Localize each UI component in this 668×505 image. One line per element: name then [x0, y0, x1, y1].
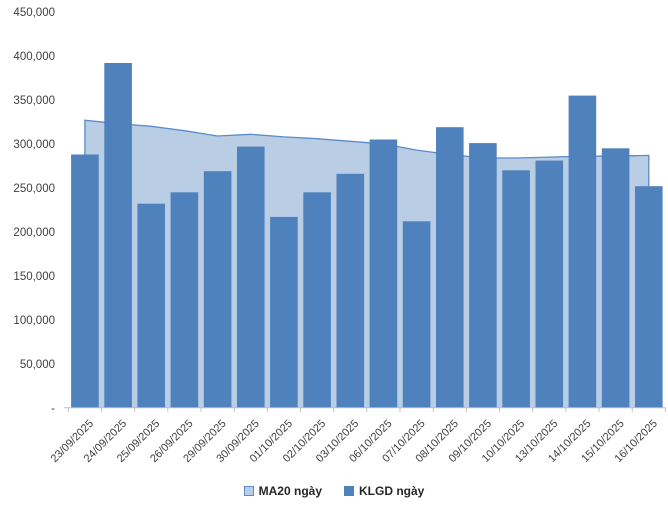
volume-bar — [469, 143, 497, 408]
legend-item-klgd: KLGD ngày — [344, 484, 424, 498]
volume-bar — [601, 148, 630, 408]
x-axis-labels: 23/09/202524/09/202525/09/202526/09/2025… — [49, 418, 660, 465]
y-axis-label: 150,000 — [13, 271, 55, 283]
volume-bar — [568, 95, 597, 408]
volume-bar — [535, 160, 564, 408]
y-axis-label: 400,000 — [13, 51, 55, 63]
y-axis-label: 250,000 — [13, 183, 55, 195]
y-axis-label: 100,000 — [13, 315, 55, 327]
y-axis-label: - — [51, 403, 55, 415]
volume-bar — [502, 170, 530, 408]
y-axis-label: 450,000 — [13, 7, 55, 19]
y-axis-labels: - 50,000 100,000 150,000 200,000 250,000 300,0… — [13, 7, 55, 415]
ma20-area-fill — [84, 120, 649, 408]
volume-bar — [104, 63, 132, 408]
volume-bar — [170, 192, 199, 408]
volume-bar — [237, 146, 265, 408]
volume-bar — [270, 216, 298, 408]
legend-item-ma20: MA20 ngày — [243, 484, 322, 498]
volume-bar — [203, 171, 232, 408]
chart-legend: MA20 ngày KLGD ngày — [0, 481, 668, 501]
y-axis-label: 350,000 — [13, 95, 55, 107]
volume-bar — [137, 203, 165, 408]
klgd-legend-label: KLGD ngày — [359, 484, 425, 498]
y-axis-label: 300,000 — [13, 139, 55, 151]
klgd-legend-swatch-icon — [344, 486, 354, 496]
klgd-bar-series — [71, 63, 663, 408]
volume-bar — [369, 139, 398, 408]
volume-bar — [303, 192, 331, 408]
volume-bar — [436, 127, 464, 408]
volume-bar — [336, 173, 365, 408]
y-axis-label: 200,000 — [13, 227, 55, 239]
ma20-legend-label: MA20 ngày — [258, 484, 322, 498]
ma20-area-series — [84, 119, 650, 408]
y-axis-label: 50,000 — [20, 359, 55, 371]
volume-bar — [635, 186, 663, 408]
ma20-legend-swatch-icon — [243, 486, 254, 496]
x-axis — [64, 407, 666, 412]
volume-bar — [402, 221, 431, 408]
volume-bar — [71, 154, 99, 408]
